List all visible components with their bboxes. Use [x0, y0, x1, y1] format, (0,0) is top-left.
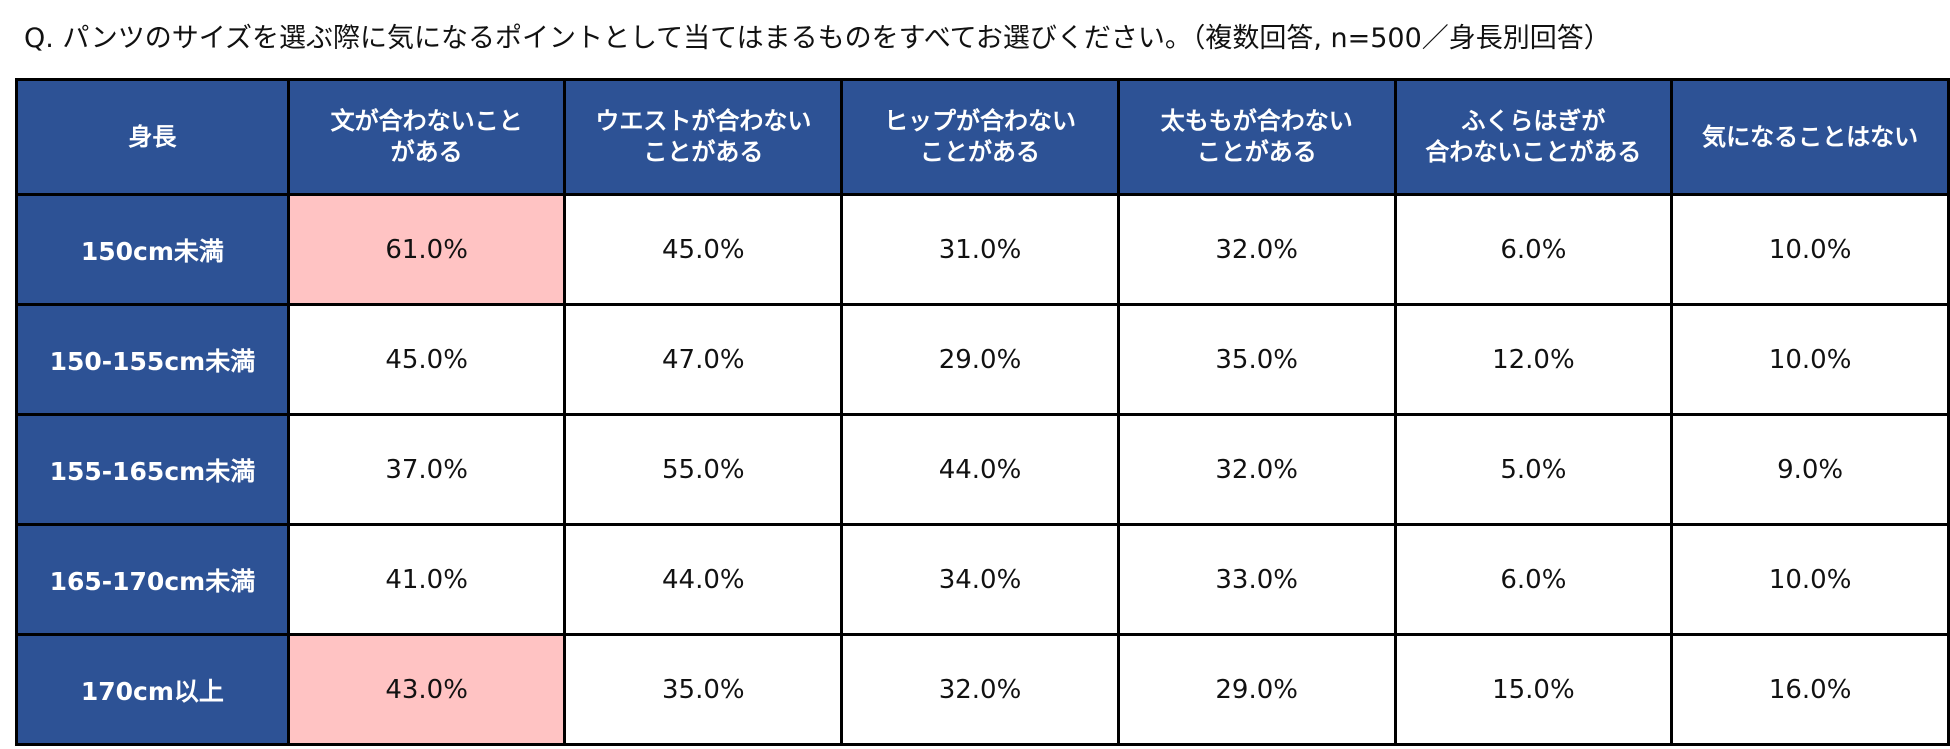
header-text: ウエストが合わない	[595, 107, 812, 135]
cell: 32.0%	[1116, 413, 1397, 526]
row-header: 155-165cm未満	[15, 413, 290, 526]
table-row: 150-155cm未満 45.0% 47.0% 29.0% 35.0% 12.0% 10.0…	[15, 303, 1950, 416]
table-row: 165-170cm未満 41.0% 44.0% 34.0% 33.0% 6.0% 10.0%	[15, 523, 1950, 636]
cell: 16.0%	[1670, 633, 1950, 746]
header-cell: 気になることはない	[1670, 78, 1950, 196]
header-text: 太ももが合わない	[1160, 107, 1353, 135]
header-text: 合わないことがある	[1425, 138, 1642, 166]
cell: 55.0%	[563, 413, 844, 526]
row-header: 165-170cm未満	[15, 523, 290, 636]
row-header: 170cm以上	[15, 633, 290, 746]
cell: 33.0%	[1116, 523, 1397, 636]
table-row: 170cm以上 43.0% 35.0% 32.0% 29.0% 15.0% 16.0%	[15, 633, 1950, 746]
cell: 43.0%	[286, 633, 567, 746]
header-text: ことがある	[920, 138, 1041, 166]
cell: 10.0%	[1670, 523, 1950, 636]
cell: 35.0%	[1116, 303, 1397, 416]
cell: 45.0%	[286, 303, 567, 416]
cell: 10.0%	[1670, 193, 1950, 306]
header-text: ヒップが合わない	[884, 107, 1077, 135]
cell: 37.0%	[286, 413, 567, 526]
header-cell: ふくらはぎが合わないことがある	[1393, 78, 1674, 196]
header-cell: ヒップが合わない ことがある	[840, 78, 1120, 196]
cell: 31.0%	[840, 193, 1120, 306]
cell: 44.0%	[840, 413, 1120, 526]
cell: 29.0%	[840, 303, 1120, 416]
cell: 47.0%	[563, 303, 844, 416]
table-row: 150cm未満 61.0% 45.0% 31.0% 32.0% 6.0% 10.0%	[15, 193, 1950, 306]
cell: 9.0%	[1670, 413, 1950, 526]
header-row: 身長 文が合わないこと がある ウエストが合わない ことがある ヒップが合わない ことがある…	[15, 78, 1950, 196]
cell: 32.0%	[840, 633, 1120, 746]
header-text: 気になることはない	[1702, 122, 1919, 151]
cell: 34.0%	[840, 523, 1120, 636]
cell: 6.0%	[1393, 523, 1674, 636]
cell: 5.0%	[1393, 413, 1674, 526]
cell: 10.0%	[1670, 303, 1950, 416]
data-table: 身長 文が合わないこと がある ウエストが合わない ことがある ヒップが合わない ことがある…	[15, 78, 1950, 746]
cell: 6.0%	[1393, 193, 1674, 306]
table-row: 155-165cm未満 37.0% 55.0% 44.0% 32.0% 5.0% 9.0%	[15, 413, 1950, 526]
cell: 15.0%	[1393, 633, 1674, 746]
row-header: 150-155cm未満	[15, 303, 290, 416]
cell: 32.0%	[1116, 193, 1397, 306]
header-cell: 太ももが合わない ことがある	[1116, 78, 1397, 196]
header-text: 身長	[128, 122, 177, 151]
cell: 45.0%	[563, 193, 844, 306]
header-text: がある	[390, 138, 463, 166]
cell: 41.0%	[286, 523, 567, 636]
cell: 12.0%	[1393, 303, 1674, 416]
cell: 44.0%	[563, 523, 844, 636]
cell: 29.0%	[1116, 633, 1397, 746]
header-text: ことがある	[643, 138, 764, 166]
cell: 35.0%	[563, 633, 844, 746]
header-text: ことがある	[1196, 138, 1317, 166]
cell: 61.0%	[286, 193, 567, 306]
header-text: ふくらはぎが	[1461, 107, 1606, 135]
row-header: 150cm未満	[15, 193, 290, 306]
header-text: 文が合わないこと	[330, 107, 523, 135]
header-cell: 文が合わないこと がある	[286, 78, 567, 196]
title: Q. パンツのサイズを選ぶ際に気になるポイントとして当てはまるものをすべてお選び…	[24, 23, 1611, 54]
header-cell: ウエストが合わない ことがある	[563, 78, 844, 196]
header-cell: 身長	[15, 78, 290, 196]
